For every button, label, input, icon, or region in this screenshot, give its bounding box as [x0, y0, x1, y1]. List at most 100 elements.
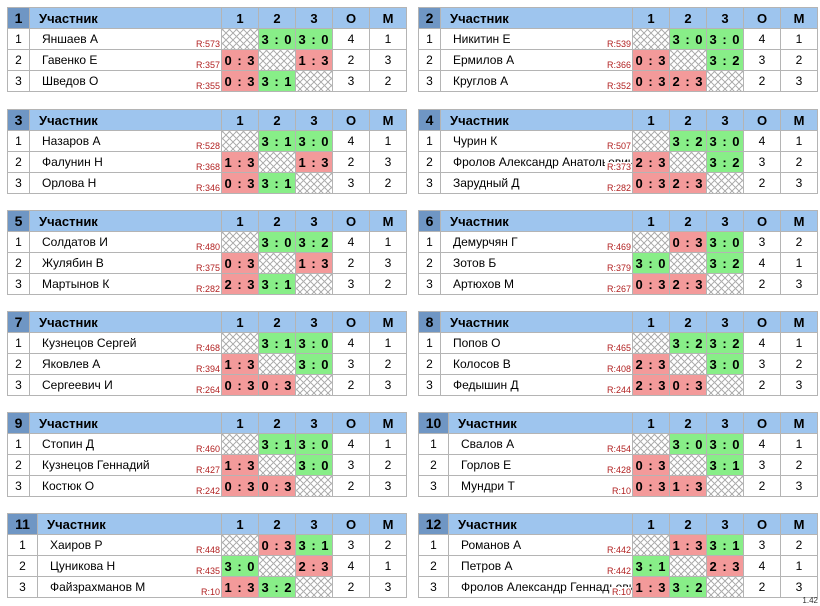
participant-name[interactable]: Костюк О	[42, 479, 94, 493]
match-score-cell: 0 : 3	[633, 71, 670, 92]
column-2-header: 2	[670, 312, 707, 333]
participant-cell: Ермилов А R:366	[441, 50, 633, 71]
participant-name[interactable]: Ермилов А	[453, 53, 514, 67]
match-score-cell: 3 : 0	[670, 434, 707, 455]
participant-cell: Круглов А R:352	[441, 71, 633, 92]
column-1-header: 1	[633, 211, 670, 232]
points-header: O	[744, 110, 781, 131]
self-match-cell	[222, 535, 259, 556]
match-score-cell: 0 : 3	[222, 50, 259, 71]
rating-label: R:346	[194, 183, 220, 193]
participant-name[interactable]: Круглов А	[453, 74, 508, 88]
participant-cell: Костюк О R:242	[30, 476, 222, 497]
participant-name[interactable]: Мартынов К	[42, 277, 109, 291]
participant-name[interactable]: Федышин Д	[453, 378, 519, 392]
column-3-header: 3	[707, 312, 744, 333]
participant-cell: Яковлев А R:394	[30, 354, 222, 375]
participant-name[interactable]: Стопин Д	[42, 437, 94, 451]
column-2-header: 2	[670, 514, 707, 535]
participant-name[interactable]: Гавенко Е	[42, 53, 97, 67]
participant-name[interactable]: Сергеевич И	[42, 378, 113, 392]
points-cell: 3	[333, 354, 370, 375]
participant-name[interactable]: Цуникова Н	[50, 559, 115, 573]
participant-name[interactable]: Колосов В	[453, 357, 511, 371]
participant-name[interactable]: Артюхов М	[453, 277, 514, 291]
self-match-cell	[670, 556, 707, 577]
points-cell: 3	[333, 535, 370, 556]
rating-label: R:394	[194, 364, 220, 374]
participant-header: Участник	[30, 413, 222, 434]
rating-label: R:507	[605, 141, 631, 151]
match-score-cell: 3 : 0	[296, 131, 333, 152]
participant-name[interactable]: Кузнецов Геннадий	[42, 458, 150, 472]
participant-cell: Зотов Б R:379	[441, 253, 633, 274]
match-score-cell: 1 : 3	[296, 152, 333, 173]
participant-name[interactable]: Орлова Н	[42, 176, 96, 190]
match-score-cell: 3 : 0	[296, 29, 333, 50]
self-match-cell	[296, 71, 333, 92]
column-3-header: 3	[707, 514, 744, 535]
participant-name[interactable]: Назаров А	[42, 134, 100, 148]
row-number: 1	[8, 232, 30, 253]
participant-name[interactable]: Никитин Е	[453, 32, 511, 46]
participant-name[interactable]: Чурин К	[453, 134, 497, 148]
points-cell: 2	[744, 71, 781, 92]
participant-name[interactable]: Попов О	[453, 336, 501, 350]
self-match-cell	[259, 354, 296, 375]
self-match-cell	[633, 434, 670, 455]
group-number: 2	[419, 8, 441, 29]
match-score-cell: 3 : 1	[259, 71, 296, 92]
participant-header: Участник	[449, 514, 633, 535]
participant-name[interactable]: Солдатов И	[42, 235, 108, 249]
participant-name[interactable]: Свалов А	[461, 437, 514, 451]
points-cell: 3	[333, 71, 370, 92]
match-score-cell: 0 : 3	[633, 50, 670, 71]
rating-label: R:408	[605, 364, 631, 374]
points-cell: 3	[744, 535, 781, 556]
participant-name[interactable]: Яншаев А	[42, 32, 98, 46]
match-score-cell: 2 : 3	[670, 274, 707, 295]
place-cell: 2	[370, 274, 407, 295]
participant-name[interactable]: Романов А	[461, 538, 521, 552]
column-1-header: 1	[633, 312, 670, 333]
participant-cell: Солдатов И R:480	[30, 232, 222, 253]
participant-cell: Сергеевич И R:264	[30, 375, 222, 396]
participant-name[interactable]: Петров А	[461, 559, 512, 573]
match-score-cell: 3 : 1	[259, 274, 296, 295]
participant-name[interactable]: Хаиров Р	[50, 538, 102, 552]
row-number: 2	[419, 152, 441, 173]
participant-name[interactable]: Демурчян Г	[453, 235, 518, 249]
participant-name[interactable]: Мундри Т	[461, 479, 515, 493]
participant-name[interactable]: Фалунин Н	[42, 155, 103, 169]
participant-name[interactable]: Файзрахманов М	[50, 580, 145, 594]
participant-name[interactable]: Жулябин В	[42, 256, 104, 270]
participant-name[interactable]: Фролов Александр Геннадьевич	[461, 580, 633, 594]
match-score-cell: 0 : 3	[633, 476, 670, 497]
match-score-cell: 2 : 3	[633, 354, 670, 375]
participant-name[interactable]: Шведов О	[42, 74, 98, 88]
self-match-cell	[707, 274, 744, 295]
row-number: 3	[419, 274, 441, 295]
points-header: O	[333, 211, 370, 232]
participant-cell: Никитин Е R:539	[441, 29, 633, 50]
participant-name[interactable]: Горлов Е	[461, 458, 511, 472]
participant-name[interactable]: Яковлев А	[42, 357, 100, 371]
participant-cell: Фалунин Н R:368	[30, 152, 222, 173]
participant-name[interactable]: Зарудный Д	[453, 176, 519, 190]
participant-cell: Горлов Е R:428	[449, 455, 633, 476]
points-cell: 3	[744, 50, 781, 71]
participant-header: Участник	[441, 312, 633, 333]
self-match-cell	[633, 535, 670, 556]
participant-name[interactable]: Кузнецов Сергей	[42, 336, 136, 350]
participant-name[interactable]: Зотов Б	[453, 256, 496, 270]
participant-cell: Назаров А R:528	[30, 131, 222, 152]
